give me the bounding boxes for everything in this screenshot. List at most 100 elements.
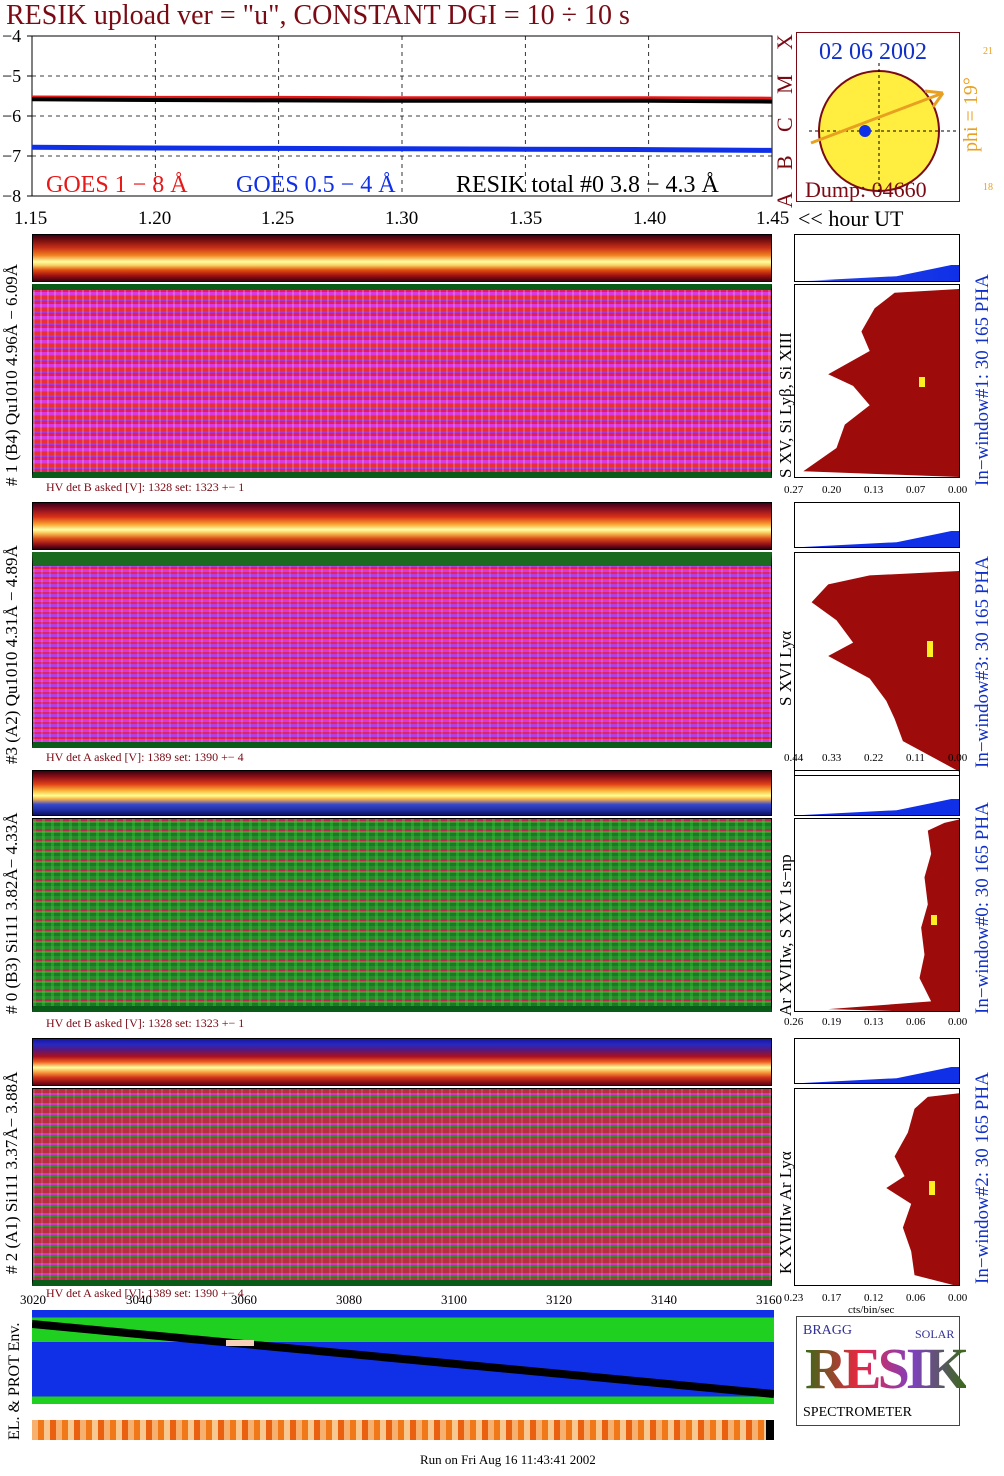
channel-2-block: # 2 (A1) Si111 3.37Å− 3.88Å HV det A ask… — [0, 1038, 1004, 1316]
hv-status: HV det B asked [V]: 1328 set: 1323 +− 1 — [46, 480, 245, 494]
spectrum-fill — [886, 1092, 959, 1285]
spectral-line-label: S XV, Si Lyβ, Si XIII — [776, 332, 795, 478]
time-tick: 1.30 — [385, 208, 419, 229]
pha-histogram — [794, 770, 960, 816]
sun-date: 02 06 2002 — [819, 39, 927, 65]
goes-class-letters: X M C B A — [772, 32, 797, 208]
time-tick: 1.35 — [509, 208, 543, 229]
class-a: A — [772, 192, 797, 208]
goes-legend-0-5-4: GOES 0.5 − 4 Å — [236, 172, 396, 198]
time-tick: 1.20 — [138, 208, 172, 229]
spec-tick: 0.00 — [948, 484, 968, 496]
y-tick-label: −4 — [2, 30, 21, 46]
logo-main: RESIK — [805, 1336, 970, 1401]
sun-position-dot — [859, 125, 871, 137]
channel-label-left: # 0 (B3) Si111 3.82Å− 4.33Å — [2, 812, 21, 1014]
spectrum-profile — [794, 1088, 960, 1286]
spec-tick: 0.07 — [906, 484, 926, 496]
dump-number: Dump: 04660 — [805, 177, 927, 202]
spec-tick: 0.33 — [822, 752, 842, 764]
window-count-label: In−window#2: 30 165 PHA — [972, 1072, 993, 1284]
pha-histogram — [794, 502, 960, 548]
pha-bars — [803, 1067, 959, 1083]
pha-histogram — [794, 234, 960, 282]
y-tick-label: −8 — [2, 186, 21, 206]
spec-tick: 0.11 — [906, 752, 925, 764]
temperature-strip-end — [766, 1420, 774, 1440]
goes-panel: −4 −5 −6 −7 −8 — [0, 30, 790, 210]
env-label: EL. & PROT Env. — [6, 1322, 23, 1440]
phi-tick-top: 21 — [983, 46, 993, 57]
env-tick: 3140 — [651, 1292, 677, 1307]
logo-solar: SOLAR — [915, 1327, 955, 1341]
env-axis: 3020 3040 3060 3080 3100 3120 3140 3160 — [20, 1292, 790, 1310]
resik-total-legend: RESIK total #0 3.8 − 4.3 Å — [456, 172, 719, 198]
spec-tick: 0.20 — [822, 484, 842, 496]
pha-histogram — [794, 1038, 960, 1084]
spec-axis: 0.23 0.17 0.12 0.06 0.00 — [784, 1292, 974, 1306]
spectrum-profile-strip — [32, 502, 772, 550]
y-tick-label: −7 — [2, 146, 21, 166]
spec-tick: 0.13 — [864, 1016, 884, 1028]
page-title: RESIK upload ver = "u", CONSTANT DGI = 1… — [6, 0, 630, 31]
spec-tick: 0.23 — [784, 1292, 804, 1304]
spec-tick: 0.00 — [948, 752, 968, 764]
channel-label-left: # 2 (A1) Si111 3.37Å− 3.88Å — [2, 1071, 21, 1274]
channel-label-left: # 1 (B4) Qu1010 4.96Å − 6.09Å — [2, 263, 21, 486]
y-tick-label: −5 — [2, 66, 21, 86]
spectrum-profile-strip — [32, 770, 772, 816]
env-tick: 3020 — [20, 1292, 46, 1307]
class-m: M — [772, 74, 797, 94]
class-b: B — [772, 155, 797, 170]
window-marker — [929, 1181, 935, 1195]
time-tick: 1.40 — [633, 208, 667, 229]
pha-bars — [803, 265, 959, 281]
env-panel — [32, 1310, 774, 1404]
time-axis: 1.15 1.20 1.25 1.30 1.35 1.40 1.45 << ho… — [0, 206, 940, 234]
spec-tick: 0.19 — [822, 1016, 842, 1028]
spectrum-profile — [794, 284, 960, 478]
time-tick: 1.45 — [756, 208, 790, 229]
channel-3-block: #3 (A2) Qu1010 4.31Å − 4.89Å HV det A as… — [0, 502, 1004, 776]
spectrum-profile-strip — [32, 234, 772, 282]
series-line-1 — [31, 144, 773, 153]
window-marker — [919, 377, 925, 387]
spectral-line-label: Ar XVIIw, S XV 1s−np — [776, 854, 795, 1016]
resik-logo: BRAGG RESIK SOLAR SPECTROMETER — [796, 1316, 970, 1426]
spectral-line-label: K XVIIIw Ar Lyα — [776, 1151, 795, 1274]
spectrum-profile — [794, 818, 960, 1012]
hv-status: HV det A asked [V]: 1389 set: 1390 +− 4 — [46, 1286, 244, 1300]
spec-axis: 0.44 0.33 0.22 0.11 0.00 — [784, 752, 974, 766]
spec-axis: 0.27 0.20 0.13 0.07 0.00 — [784, 484, 974, 498]
env-tick: 3080 — [336, 1292, 362, 1307]
spectrogram-image — [32, 1088, 772, 1286]
spectrogram-image — [32, 818, 772, 1012]
phi-tick-bottom: 18 — [983, 182, 993, 193]
spec-axis: 0.26 0.19 0.13 0.06 0.00 — [784, 1016, 974, 1030]
spectrogram-image — [32, 552, 772, 748]
env-track — [32, 1320, 774, 1398]
hv-status: HV det A asked [V]: 1389 set: 1390 +− 4 — [46, 750, 244, 764]
class-c: C — [772, 117, 797, 132]
hv-status: HV det B asked [V]: 1328 set: 1323 +− 1 — [46, 1016, 245, 1030]
time-tick: 1.25 — [261, 208, 295, 229]
spec-tick: 0.17 — [822, 1292, 842, 1304]
sun-panel: 02 06 2002 Dump: 04660 — [796, 32, 960, 202]
spec-tick: 0.06 — [906, 1016, 926, 1028]
y-tick-label: −6 — [2, 106, 21, 126]
spectrum-fill — [803, 288, 959, 477]
channel-label-left: #3 (A2) Qu1010 4.31Å − 4.89Å — [2, 545, 21, 764]
run-footer: Run on Fri Aug 16 11:43:41 2002 — [420, 1452, 596, 1467]
env-tick: 3160 — [756, 1292, 782, 1307]
pha-bars — [803, 799, 959, 815]
spectrogram-image — [32, 284, 772, 478]
spectrum-profile-strip — [32, 1038, 772, 1086]
class-x: X — [772, 34, 797, 50]
pha-bars — [803, 531, 959, 547]
channel-1-block: # 1 (B4) Qu1010 4.96Å − 6.09Å HV det B a… — [0, 234, 1004, 500]
time-tick: 1.15 — [14, 208, 48, 229]
spec-tick: 0.00 — [948, 1292, 968, 1304]
spectral-line-label: S XVI Lyα — [776, 630, 795, 706]
spec-tick: 0.27 — [784, 484, 804, 496]
spectrum-fill — [811, 570, 959, 773]
